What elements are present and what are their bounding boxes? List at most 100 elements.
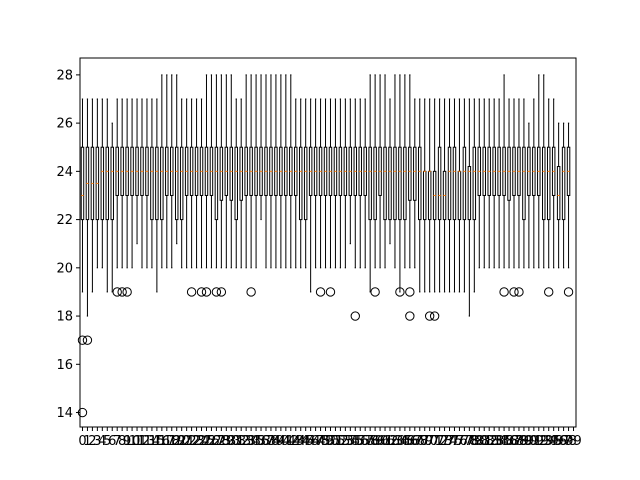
box-iqr	[561, 146, 566, 221]
x-tick-label: 21	[178, 434, 195, 449]
box-90	[527, 122, 531, 269]
box-92	[537, 74, 541, 269]
box-iqr	[298, 146, 303, 221]
y-tick-label: 14	[56, 406, 73, 421]
outlier-point	[325, 287, 336, 297]
box-63	[393, 74, 397, 269]
outlier-point	[216, 287, 227, 297]
box-44	[298, 98, 303, 269]
box-iqr	[403, 146, 407, 221]
x-tick-label: 59	[367, 434, 384, 449]
box-iqr	[418, 146, 422, 221]
box-26	[209, 74, 214, 269]
box-47	[313, 98, 318, 269]
y-tick-label: 28	[56, 68, 73, 83]
x-tick-label: 60	[372, 434, 389, 449]
box-2	[90, 98, 95, 293]
x-tick-label: 0	[78, 434, 86, 449]
x-tick-label: 4	[98, 434, 106, 449]
x-tick-label: 78	[461, 434, 478, 449]
x-tick-label: 82	[481, 434, 498, 449]
outlier-point	[315, 287, 326, 297]
box-85	[499, 74, 509, 297]
box-1	[82, 98, 93, 345]
box-83	[492, 98, 496, 269]
box-46	[308, 98, 313, 293]
box-45	[303, 98, 308, 269]
box-3	[95, 98, 100, 269]
box-78	[467, 98, 472, 317]
box-96	[556, 122, 561, 269]
box-iqr	[219, 146, 224, 201]
x-tick-label: 57	[357, 434, 374, 449]
box-72	[437, 98, 442, 293]
x-tick-label: 96	[550, 434, 567, 449]
box-iqr	[472, 146, 477, 221]
outlier-point	[395, 287, 405, 297]
x-tick-label: 51	[327, 434, 344, 449]
x-tick-label: 19	[168, 434, 185, 449]
x-tick-label: 12	[134, 434, 151, 449]
box-75	[452, 98, 457, 293]
outlier-point	[509, 287, 519, 297]
box-iqr	[467, 166, 472, 221]
box-iqr	[214, 146, 219, 221]
box-38	[269, 74, 273, 269]
box-53	[343, 98, 348, 269]
box-39	[274, 74, 278, 269]
outlier-point	[112, 287, 122, 297]
box-iqr	[373, 146, 377, 221]
x-tick-label: 53	[337, 434, 354, 449]
x-tick-label: 84	[491, 434, 508, 449]
box-30	[229, 74, 234, 269]
box-18	[170, 74, 174, 269]
box-67	[413, 98, 417, 269]
box-iqr	[462, 146, 467, 221]
y-tick-label: 18	[56, 310, 73, 325]
outlier-point	[544, 287, 554, 297]
x-tick-label: 7	[113, 434, 121, 449]
x-tick-label: 16	[154, 434, 171, 449]
x-tick-label: 89	[516, 434, 533, 449]
x-tick-label: 90	[521, 434, 538, 449]
box-64	[395, 74, 405, 297]
box-88	[514, 98, 524, 297]
box-iqr	[546, 146, 551, 221]
box-group	[77, 74, 574, 418]
x-tick-label: 83	[486, 434, 503, 449]
outlier-point	[77, 335, 88, 345]
x-tick-label: 10	[124, 434, 141, 449]
x-tick-label: 88	[511, 434, 528, 449]
box-iqr	[408, 146, 412, 201]
x-tick-label: 9	[123, 434, 131, 449]
box-49	[323, 98, 328, 269]
x-tick-label: 93	[535, 434, 552, 449]
box-52	[338, 98, 343, 269]
box-32	[239, 98, 243, 269]
x-tick-label: 45	[297, 434, 314, 449]
plot-area-background	[80, 58, 576, 427]
box-0	[77, 98, 88, 418]
x-tick-label: 35	[248, 434, 265, 449]
x-tick-label: 80	[471, 434, 488, 449]
box-62	[388, 98, 392, 245]
box-iqr	[234, 146, 238, 221]
box-59	[370, 74, 380, 297]
box-iqr	[174, 146, 179, 221]
box-7	[112, 98, 122, 297]
box-23	[194, 98, 199, 269]
outlier-point	[499, 287, 509, 297]
x-tick-label: 30	[223, 434, 240, 449]
x-tick-label: 98	[560, 434, 577, 449]
box-34	[246, 74, 256, 297]
box-iqr	[413, 146, 417, 201]
box-iqr	[393, 146, 397, 221]
outlier-point	[429, 311, 440, 321]
x-tick-label: 2	[88, 434, 96, 449]
box-iqr	[100, 146, 105, 221]
outlier-point	[117, 287, 127, 297]
box-28	[216, 74, 227, 297]
box-86	[507, 98, 511, 269]
x-tick-label: 79	[466, 434, 483, 449]
box-58	[368, 74, 372, 293]
